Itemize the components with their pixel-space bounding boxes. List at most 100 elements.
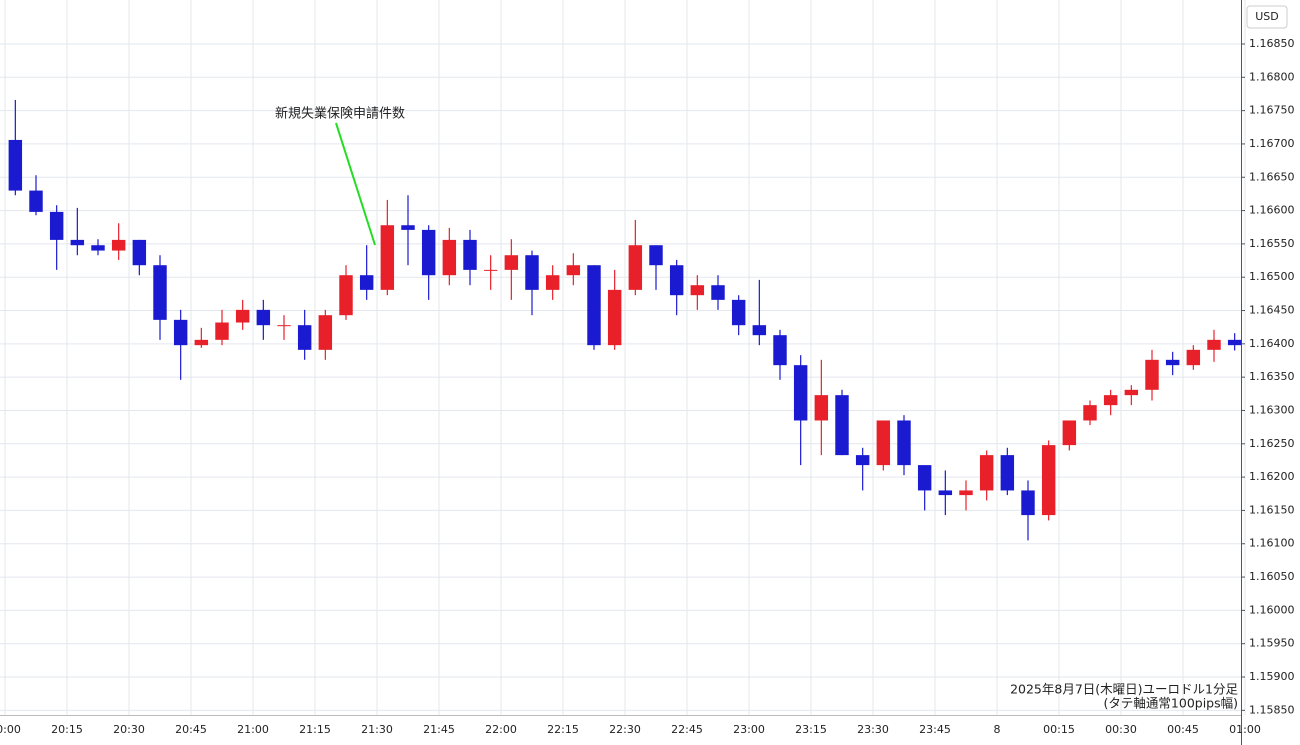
candle-body: [1165, 359, 1180, 366]
candle-body: [215, 322, 229, 340]
candle-body: [1062, 420, 1077, 446]
candle-body: [483, 269, 498, 271]
y-tick-label: 1.16050: [1249, 570, 1295, 583]
x-tick-label: 00:15: [1043, 723, 1075, 736]
x-tick-label: 22:30: [609, 723, 641, 736]
candle-body: [690, 285, 705, 296]
candle-body: [463, 239, 477, 270]
x-tick-label: 8: [994, 723, 1001, 736]
candle-body: [711, 285, 725, 300]
y-tick-label: 1.16750: [1249, 104, 1295, 117]
candle-body: [1021, 490, 1035, 516]
candle-body: [649, 245, 663, 266]
y-tick-label: 1.16550: [1249, 237, 1295, 250]
y-tick-label: 1.16000: [1249, 603, 1295, 616]
candle-body: [277, 325, 291, 327]
x-tick-label: 21:15: [299, 723, 331, 736]
candle-body: [380, 225, 395, 290]
candle-body: [256, 309, 271, 326]
candle-body: [29, 190, 43, 212]
candle-body: [173, 319, 188, 346]
candle-body: [897, 420, 911, 466]
candle-body: [297, 325, 312, 350]
candle-body: [1145, 359, 1159, 390]
annotation: 新規失業保険申請件数: [275, 106, 405, 122]
candle-body: [132, 239, 147, 266]
candle-body: [669, 265, 684, 296]
candle-body: [835, 395, 849, 456]
candle-body: [442, 239, 457, 276]
y-tick-label: 1.16500: [1249, 270, 1295, 283]
y-tick-label: 1.16300: [1249, 403, 1295, 416]
candle-body: [566, 265, 581, 276]
y-tick-label: 1.16800: [1249, 70, 1295, 83]
candle-body: [235, 309, 250, 323]
y-tick-label: 1.16200: [1249, 470, 1295, 483]
y-tick-label: 1.16400: [1249, 337, 1295, 350]
x-tick-label: 20:30: [113, 723, 145, 736]
x-tick-label: 00:30: [1105, 723, 1137, 736]
candle-body: [814, 395, 829, 421]
x-tick-label: 00:45: [1167, 723, 1199, 736]
candle-body: [1041, 445, 1056, 516]
y-tick-label: 1.16250: [1249, 437, 1295, 450]
currency-box: [1246, 5, 1288, 29]
x-tick-label: 21:45: [423, 723, 455, 736]
candle-body: [917, 465, 932, 491]
y-tick-label: 1.16850: [1249, 37, 1295, 50]
x-tick-label: 01:00: [1229, 723, 1261, 736]
x-tick-label: 20:00: [0, 723, 21, 736]
y-tick-label: 1.16350: [1249, 370, 1295, 383]
x-tick-label: 23:15: [795, 723, 827, 736]
x-tick-label: 22:00: [485, 723, 517, 736]
x-tick-label: 23:00: [733, 723, 765, 736]
y-tick-label: 1.15950: [1249, 637, 1295, 650]
footnote: (タテ軸通常100pips幅): [1104, 696, 1238, 711]
candle-body: [587, 265, 601, 346]
candle-body: [359, 275, 374, 290]
candle-body: [855, 455, 870, 466]
x-tick-label: 23:30: [857, 723, 889, 736]
x-tick-label: 20:45: [175, 723, 207, 736]
candle-body: [545, 275, 560, 290]
y-tick-label: 1.16650: [1249, 170, 1295, 183]
y-tick-label: 1.16700: [1249, 137, 1295, 150]
candle-body: [1227, 339, 1242, 346]
x-tick-label: 21:00: [237, 723, 269, 736]
candle-body: [194, 339, 209, 346]
candle-body: [876, 420, 891, 466]
candle-body: [525, 255, 539, 290]
candle-body: [979, 455, 994, 491]
candle-body: [628, 245, 643, 290]
y-tick-label: 1.16100: [1249, 537, 1295, 550]
candle-body: [1103, 395, 1118, 406]
x-tick-label: 22:45: [671, 723, 703, 736]
x-tick-label: 21:30: [361, 723, 393, 736]
annotation-line: [335, 122, 376, 246]
y-tick-label: 1.15850: [1249, 703, 1295, 716]
footnote: 2025年8月7日(木曜日)ユーロドル1分足: [1010, 682, 1238, 697]
x-tick-label: 23:45: [919, 723, 951, 736]
candle-body: [731, 299, 746, 326]
candle-body: [752, 325, 767, 336]
candle-body: [607, 289, 622, 346]
candle-body: [111, 239, 126, 251]
candle-body: [1124, 389, 1139, 396]
candle-body: [421, 229, 436, 276]
candle-body: [504, 255, 519, 270]
candle-body: [339, 275, 353, 316]
candle-body: [1186, 349, 1201, 366]
candle-body: [1083, 405, 1097, 421]
candle-body: [959, 490, 973, 496]
x-tick-label: 20:15: [51, 723, 83, 736]
candle-body: [401, 225, 415, 230]
y-tick-label: 1.16150: [1249, 503, 1295, 516]
x-tick-label: 22:15: [547, 723, 579, 736]
candle-body: [8, 139, 23, 191]
candle-body: [91, 245, 105, 251]
candle-body: [938, 490, 953, 496]
candle-body: [1000, 455, 1015, 491]
